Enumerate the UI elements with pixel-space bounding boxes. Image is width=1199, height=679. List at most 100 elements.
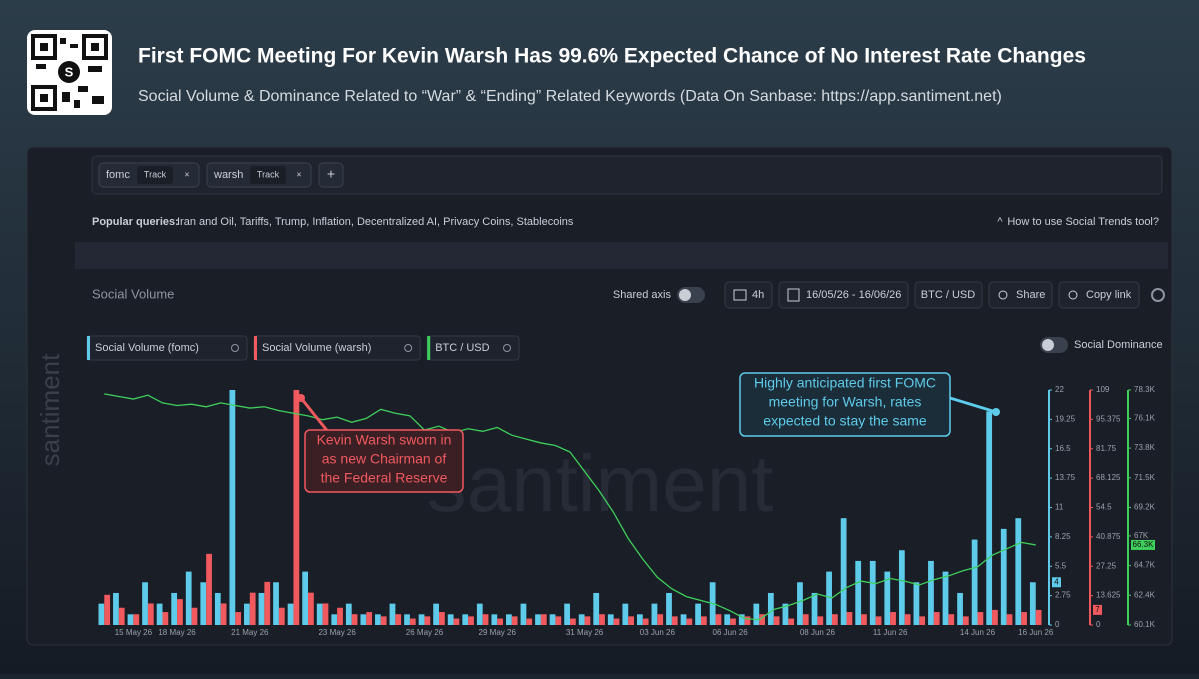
y-tick-label: 76.1K	[1134, 414, 1156, 423]
annotation-arrow	[949, 396, 997, 414]
eye-icon	[231, 344, 239, 352]
bar	[928, 560, 934, 625]
y-tick-label: 16.5	[1055, 444, 1071, 453]
bar	[898, 550, 905, 625]
interval-button[interactable]: 4h	[724, 281, 773, 309]
y-tick-label: 67K	[1134, 531, 1149, 540]
y-tick-label: 95.375	[1096, 414, 1121, 423]
help-link[interactable]: How to use Social Trends tool?	[1007, 216, 1159, 228]
section-title: Social Volume	[92, 286, 174, 301]
share: Share	[1016, 289, 1045, 301]
bar	[861, 614, 867, 625]
query-label: warsh	[213, 169, 243, 181]
x-tick-label: 31 May 26	[566, 628, 604, 637]
bar	[875, 616, 882, 625]
x-tick-label: 15 May 26	[115, 628, 153, 637]
bar	[904, 614, 911, 625]
annotation-box	[739, 372, 951, 437]
bar	[977, 612, 984, 625]
bar	[511, 616, 518, 625]
x-tick-label: 23 May 26	[318, 628, 356, 637]
y-tick-label: 8.25	[1055, 532, 1071, 541]
annotation-text: as new Chairman of	[322, 451, 447, 467]
bar	[782, 603, 789, 625]
bar	[855, 560, 862, 625]
bar	[607, 614, 614, 625]
bar	[491, 614, 498, 625]
bar	[482, 614, 489, 625]
bar	[680, 614, 687, 625]
y-tick-label: 13.75	[1055, 473, 1076, 482]
bar	[753, 603, 760, 625]
bar	[156, 603, 163, 625]
bar	[506, 614, 512, 625]
last-value-badge	[1052, 577, 1061, 588]
legend-item[interactable]: Social Volume (fomc)	[86, 335, 248, 361]
bar	[462, 614, 469, 625]
last-value: 7	[1095, 605, 1100, 614]
bar	[409, 618, 416, 625]
bar	[497, 618, 504, 625]
bar	[526, 618, 533, 625]
y-tick-label: 69.2K	[1134, 503, 1156, 512]
bar	[651, 603, 658, 625]
query-chip[interactable]: warsh Track ×	[206, 162, 312, 188]
bar	[724, 614, 731, 625]
bar	[942, 571, 949, 625]
bar	[622, 603, 629, 625]
y-tick-label: 0	[1055, 620, 1060, 629]
add-query[interactable]: +	[318, 162, 344, 188]
y-tick-label: 62.4K	[1134, 590, 1156, 599]
bar	[133, 614, 140, 625]
asset-button[interactable]: BTC / USD	[914, 281, 983, 309]
bar	[884, 571, 891, 625]
legend-label: Social Volume (fomc)	[95, 342, 199, 354]
bar	[424, 616, 431, 625]
bar	[890, 612, 896, 625]
query-action: Track	[144, 169, 167, 179]
query-chip[interactable]: fomc Track ×	[98, 162, 200, 188]
bar	[811, 592, 818, 625]
last-value: 4	[1054, 577, 1059, 586]
svg-text:^: ^	[997, 216, 1003, 228]
y-tick-label: 81.75	[1096, 444, 1117, 453]
x-tick-label: 21 May 26	[231, 628, 269, 637]
y-tick-label: 22	[1055, 385, 1064, 394]
settings-icon[interactable]	[1151, 288, 1165, 302]
bar	[599, 614, 605, 625]
y-tick-label: 13.625	[1096, 591, 1121, 600]
popular-items[interactable]: Iran and Oil, Tariffs, Trump, Inflation,…	[177, 216, 574, 228]
bar	[695, 603, 701, 625]
side-watermark: santiment	[35, 353, 65, 466]
divider-band	[75, 242, 1168, 269]
bar	[322, 603, 329, 625]
bar	[948, 614, 955, 625]
share-button[interactable]: Share	[988, 281, 1053, 309]
legend-item[interactable]: BTC / USD	[426, 335, 520, 361]
annotation-box	[304, 429, 464, 493]
bar	[331, 614, 338, 625]
toggle[interactable]	[677, 287, 705, 303]
last-value-badge	[1131, 539, 1155, 550]
date-button[interactable]: 16/05/26 - 16/06/26	[778, 281, 909, 309]
bar	[919, 616, 926, 625]
copy-button[interactable]: Copy link	[1058, 281, 1140, 309]
legend-item[interactable]: Social Volume (warsh)	[253, 335, 421, 361]
bar	[191, 607, 198, 625]
dominance-toggle[interactable]	[1040, 337, 1068, 353]
title: First FOMC Meeting For Kevin Warsh Has 9…	[138, 45, 1086, 68]
svg-text:S: S	[65, 64, 74, 79]
bar	[142, 582, 148, 625]
bar	[104, 594, 111, 625]
bar	[520, 603, 527, 625]
x-tick-label: 06 Jun 26	[713, 628, 749, 637]
query-label: fomc	[106, 169, 130, 181]
y-tick-label: 19.25	[1055, 414, 1076, 423]
price-line	[104, 393, 1036, 621]
bar	[433, 603, 440, 625]
y-tick-label: 71.5K	[1134, 473, 1156, 482]
bar	[98, 603, 105, 625]
last-value: 66.3K	[1133, 540, 1155, 549]
annotation-text: the Federal Reserve	[321, 470, 448, 486]
